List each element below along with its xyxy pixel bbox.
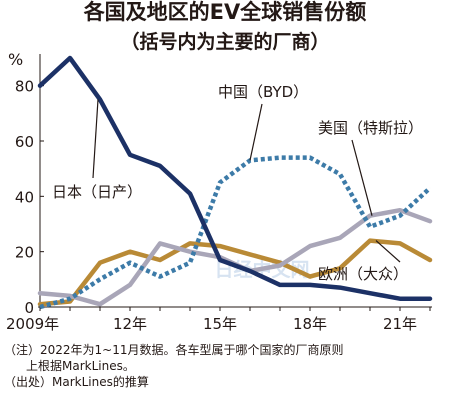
series-line-3 bbox=[37, 238, 433, 307]
series-line-1 bbox=[39, 155, 432, 310]
series-line-2 bbox=[37, 207, 433, 307]
series-label-2: 美国（特斯拉） bbox=[318, 119, 423, 137]
series-label-3: 欧洲（大众） bbox=[318, 265, 408, 283]
source-note: （出处）MarkLines的推算 bbox=[4, 375, 149, 389]
y-tick-label-40: 40 bbox=[15, 188, 34, 206]
chart-axes: 0 20 40 60 80 2009年 12年 15年 18年 21年 bbox=[6, 54, 432, 333]
x-tick-label-2012: 12年 bbox=[113, 315, 147, 333]
series-label-1: 中国（BYD） bbox=[218, 83, 308, 101]
leader-line-1 bbox=[249, 103, 263, 161]
x-tick-label-2021: 21年 bbox=[383, 315, 417, 333]
chart-subtitle: （括号内为主要的厂商） bbox=[120, 31, 330, 53]
leader-line-3 bbox=[375, 240, 401, 263]
note-line-1: （注）2022年为1~11月数据。各车型属于哪个国家的厂商原则 bbox=[4, 343, 344, 357]
series-label-0: 日本（日产） bbox=[52, 183, 142, 201]
chart-title: 各国及地区的EV全球销售份额 bbox=[83, 0, 367, 24]
leader-line-2 bbox=[351, 139, 373, 216]
leader-line-0 bbox=[92, 99, 99, 179]
x-tick-label-2015: 15年 bbox=[203, 315, 237, 333]
y-tick-label-0: 0 bbox=[24, 299, 34, 317]
note-line-2: 上根据MarkLines。 bbox=[26, 359, 135, 373]
series-annotations: 日本（日产） 中国（BYD） 美国（特斯拉） 欧洲（大众） bbox=[52, 83, 423, 283]
y-axis-unit-label: % bbox=[8, 50, 23, 69]
y-tick-label-20: 20 bbox=[15, 244, 34, 262]
y-tick-label-80: 80 bbox=[15, 78, 34, 96]
chart-notes: （注）2022年为1~11月数据。各车型属于哪个国家的厂商原则 上根据MarkL… bbox=[4, 342, 450, 390]
series-layer bbox=[37, 55, 433, 310]
series-line-0 bbox=[37, 55, 433, 301]
x-tick-label-2009: 2009年 bbox=[6, 315, 59, 333]
y-tick-label-60: 60 bbox=[15, 133, 34, 151]
x-tick-label-2018: 18年 bbox=[293, 315, 327, 333]
